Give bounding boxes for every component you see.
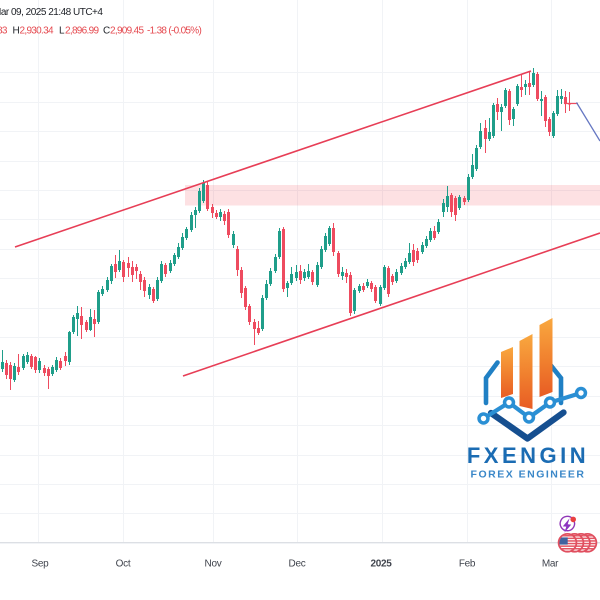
svg-text:2025: 2025: [370, 559, 392, 570]
svg-text:L: L: [59, 26, 65, 37]
svg-text:2,930.34: 2,930.34: [20, 26, 54, 37]
svg-text:Mar 09, 2025 21:48 UTC+4: Mar 09, 2025 21:48 UTC+4: [0, 7, 103, 18]
svg-text:2,909.45: 2,909.45: [110, 26, 144, 37]
svg-text:Dec: Dec: [289, 559, 306, 570]
svg-text:Oct: Oct: [116, 559, 131, 570]
svg-text:Mar: Mar: [542, 559, 559, 570]
svg-text:2,896.99: 2,896.99: [65, 26, 99, 37]
svg-text:C: C: [103, 26, 110, 37]
svg-text:Sep: Sep: [32, 559, 50, 570]
svg-text:FOREX ENGINEER: FOREX ENGINEER: [471, 469, 586, 481]
svg-text:FXENGIN: FXENGIN: [467, 443, 589, 468]
svg-text:H: H: [13, 26, 20, 37]
svg-text:Feb: Feb: [459, 559, 476, 570]
svg-text:83: 83: [0, 26, 8, 37]
svg-text:Nov: Nov: [205, 559, 222, 570]
svg-text:-1.38 (-0.05%): -1.38 (-0.05%): [147, 26, 201, 37]
